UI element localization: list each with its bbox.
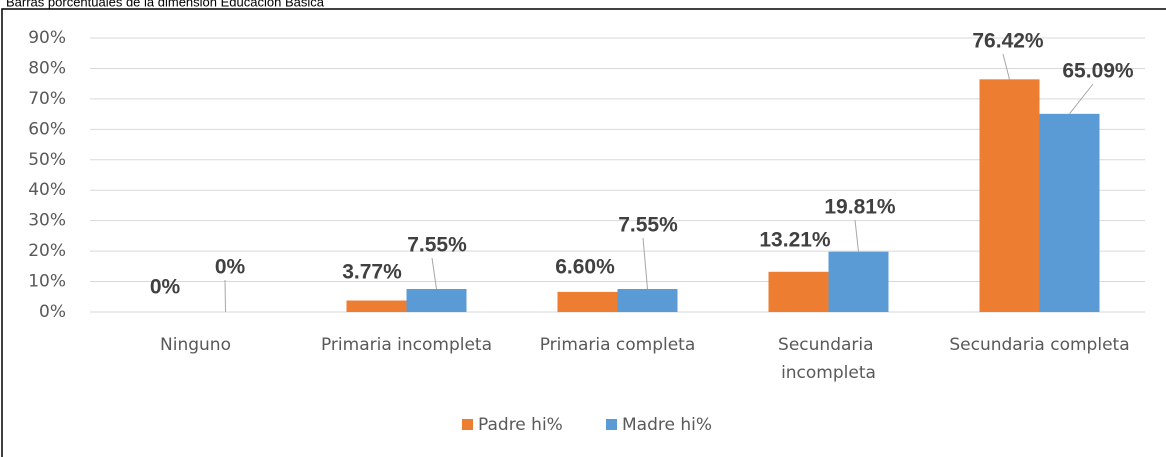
data-label: 6.60% <box>555 256 615 279</box>
leader-line <box>1069 83 1094 115</box>
data-label: 3.77% <box>342 261 402 284</box>
legend-swatch <box>462 419 473 430</box>
data-label: 7.55% <box>618 214 678 237</box>
data-label: 0% <box>150 276 181 299</box>
leader-line <box>1002 53 1010 80</box>
data-label: 7.55% <box>407 234 467 257</box>
bar <box>1039 113 1100 312</box>
y-tick-label: 40% <box>28 180 66 200</box>
x-tick-label: Primaria completa <box>540 335 696 355</box>
y-tick-label: 50% <box>28 150 66 170</box>
chart-frame <box>1 8 1166 457</box>
legend-label: Padre hi% <box>478 415 563 435</box>
data-label: 19.81% <box>824 196 896 219</box>
y-tick-label: 80% <box>28 58 66 78</box>
x-tick-label: Secundaria completa <box>949 335 1129 355</box>
y-tick-label: 30% <box>28 211 66 231</box>
data-label: 65.09% <box>1062 60 1134 83</box>
x-tick-label: Primaria incompleta <box>321 335 492 355</box>
bar <box>768 271 829 312</box>
x-tick-label: Secundaria incompleta <box>778 335 879 383</box>
leader-line <box>642 237 648 290</box>
y-tick-label: 0% <box>39 302 66 322</box>
bar <box>617 289 678 312</box>
leader-line <box>854 219 859 252</box>
leader-line <box>431 257 437 290</box>
y-tick-label: 20% <box>28 241 66 261</box>
data-label: 0% <box>215 256 246 279</box>
data-label: 13.21% <box>759 229 831 252</box>
y-tick-label: 70% <box>28 89 66 109</box>
legend-label: Madre hi% <box>622 415 712 435</box>
bar <box>346 300 407 312</box>
bar <box>406 289 467 312</box>
y-tick-label: 90% <box>28 28 66 48</box>
leader-line <box>224 279 226 313</box>
bar <box>557 291 618 312</box>
data-label: 76.42% <box>972 30 1044 53</box>
chart-title: Barras porcentuales de la dimensión Educ… <box>6 0 325 9</box>
y-tick-label: 10% <box>28 272 66 292</box>
legend-swatch <box>606 419 617 430</box>
bar <box>979 79 1040 312</box>
y-tick-label: 60% <box>28 119 66 139</box>
bar <box>828 251 889 312</box>
x-tick-label: Ninguno <box>160 335 231 355</box>
